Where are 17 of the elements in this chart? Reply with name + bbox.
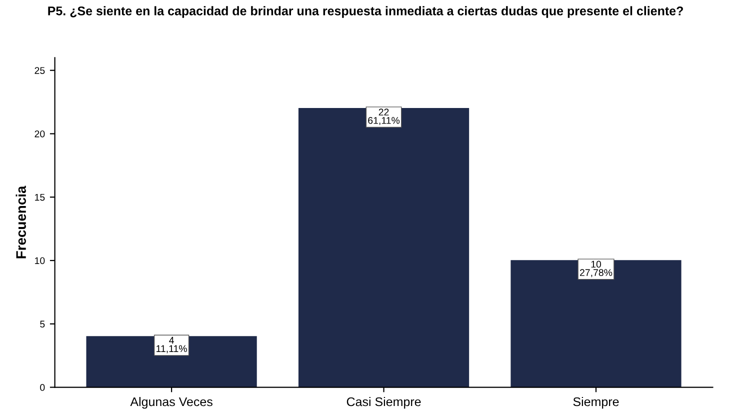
- bar: [298, 108, 470, 388]
- y-axis-title: Frecuencia: [16, 186, 26, 258]
- x-tick-label: Algunas Veces: [130, 397, 212, 409]
- x-tick-label: Casi Siempre: [346, 397, 421, 409]
- y-tick-label: 25: [34, 67, 45, 74]
- data-label: 4 11,11%: [156, 336, 187, 354]
- y-tick-label: 10: [35, 257, 45, 264]
- bar: [510, 260, 682, 388]
- data-label: 10 27,78%: [580, 260, 612, 278]
- data-label: 22 61,11%: [368, 108, 400, 126]
- bar: [86, 336, 257, 388]
- y-tick-label: 5: [40, 320, 45, 328]
- y-tick-label: 0: [40, 384, 45, 391]
- y-tick-label: 20: [34, 130, 45, 138]
- x-tick-label: Siempre: [573, 397, 619, 409]
- y-tick-label: 15: [35, 194, 45, 201]
- chart-title: P5. ¿Se siente en la capacidad de brindar una respuesta inmediata a ciertas dudas que presente el cliente?: [48, 6, 683, 18]
